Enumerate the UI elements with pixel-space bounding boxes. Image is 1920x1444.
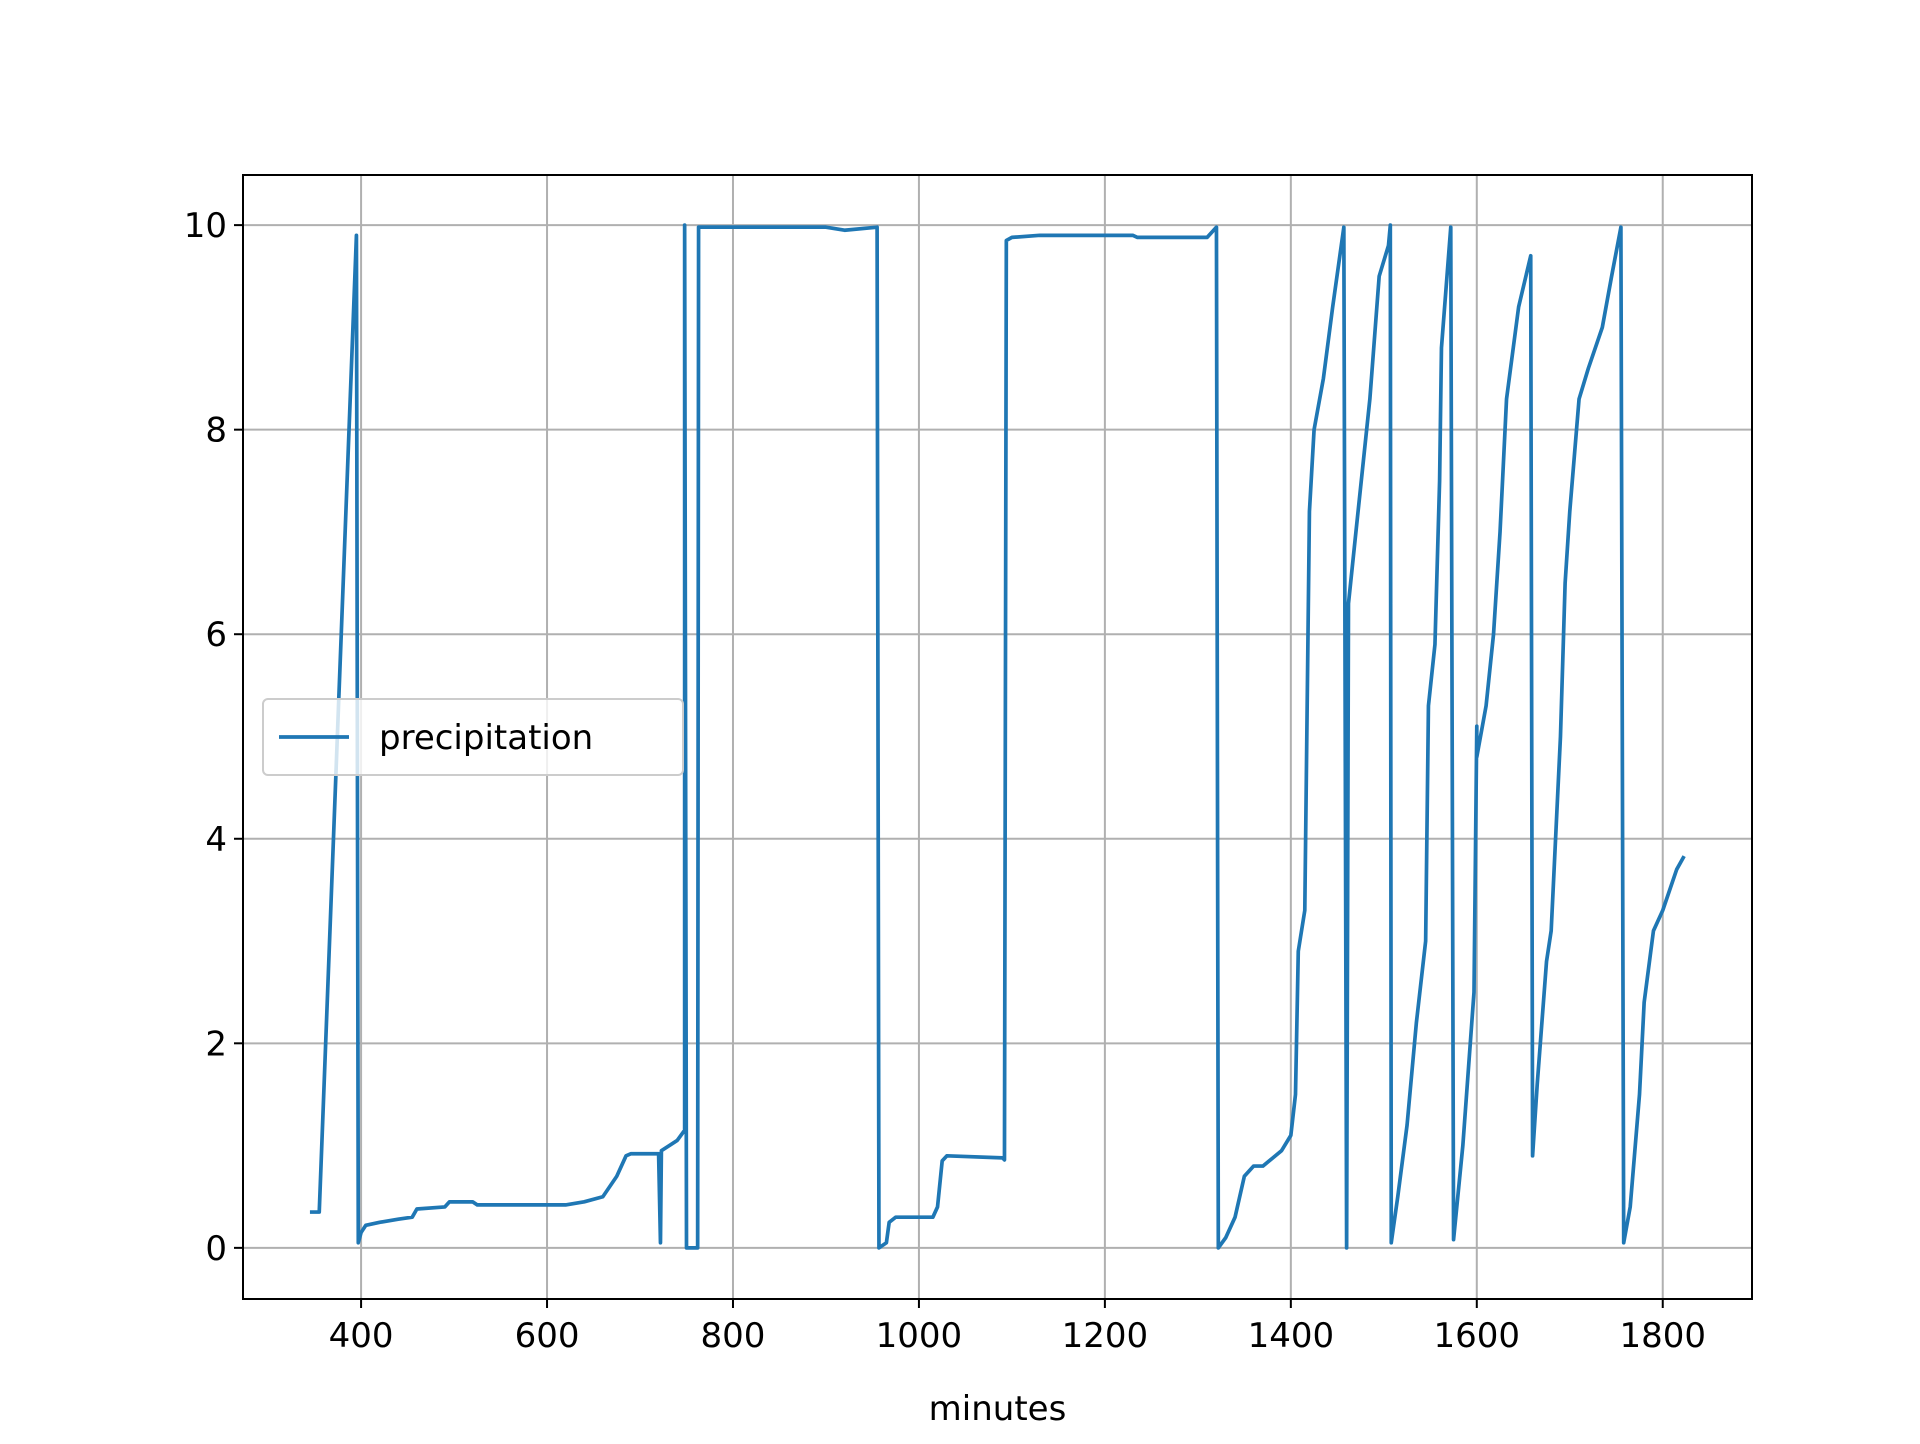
y-tick-label: 2 bbox=[205, 1024, 227, 1064]
x-tick-label: 400 bbox=[329, 1316, 394, 1356]
legend-box bbox=[262, 698, 684, 776]
x-tick-label: 1800 bbox=[1619, 1316, 1706, 1356]
y-tick-label: 4 bbox=[205, 820, 227, 860]
plot-frame bbox=[242, 174, 1753, 1300]
y-tick-label: 10 bbox=[184, 206, 227, 246]
x-tick-label: 1400 bbox=[1248, 1316, 1335, 1356]
y-tick-label: 8 bbox=[205, 411, 227, 451]
line-series bbox=[309, 223, 1686, 1250]
x-tick-label: 1200 bbox=[1062, 1316, 1149, 1356]
x-axis-label: minutes bbox=[929, 1389, 1067, 1429]
y-tick-label: 0 bbox=[205, 1229, 227, 1269]
x-tick-label: 600 bbox=[515, 1316, 580, 1356]
x-tick-label: 800 bbox=[701, 1316, 766, 1356]
x-tick-label: 1000 bbox=[876, 1316, 963, 1356]
x-tick-label: 1600 bbox=[1434, 1316, 1521, 1356]
legend: precipitation bbox=[262, 698, 684, 776]
y-tick-label: 6 bbox=[205, 615, 227, 655]
legend-label: precipitation bbox=[379, 718, 593, 758]
